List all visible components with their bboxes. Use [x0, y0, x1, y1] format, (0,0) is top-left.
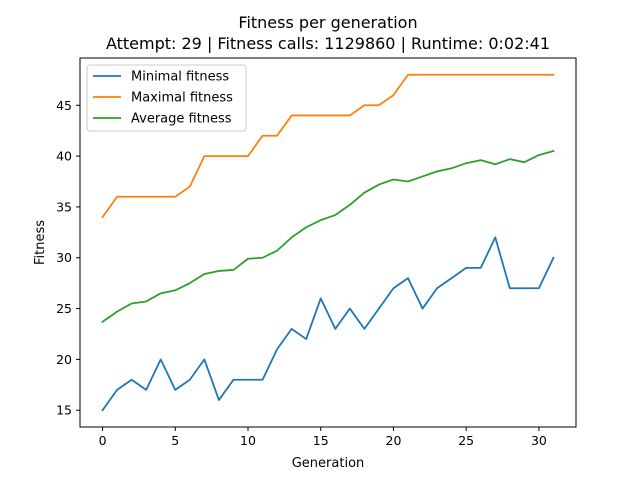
x-tick-label: 30	[531, 433, 547, 448]
legend-label-minimal-fitness: Minimal fitness	[131, 70, 229, 85]
y-axis: 15 20 25 30 35 40 45	[56, 98, 80, 418]
axes-frame	[79, 57, 577, 428]
legend: Minimal fitness Maximal fitness Average fi…	[86, 64, 247, 132]
y-tick-label: 35	[56, 199, 72, 214]
legend-label-average-fitness: Average fitness	[131, 112, 232, 127]
y-tick-label: 15	[56, 403, 72, 418]
x-axis: 0 5 10 15 20 25 30	[99, 427, 547, 448]
x-tick-label: 0	[99, 433, 107, 448]
chart-title: Fitness per generation	[238, 13, 417, 32]
x-tick-label: 20	[386, 433, 402, 448]
x-tick-label: 5	[171, 433, 179, 448]
y-tick-label: 20	[56, 352, 72, 367]
series-line-minimal-fitness	[101, 236, 555, 412]
chart-subtitle: Attempt: 29 | Fitness calls: 1129860 | R…	[106, 34, 550, 53]
y-axis-label: Fitness	[33, 220, 48, 265]
x-tick-label: 15	[313, 433, 329, 448]
series-line-maximal-fitness	[101, 73, 555, 219]
y-tick-label: 25	[56, 301, 72, 316]
x-axis-label: Generation	[292, 456, 365, 471]
legend-box	[86, 64, 247, 132]
y-tick-label: 40	[56, 149, 72, 164]
x-tick-label: 10	[240, 433, 256, 448]
x-tick-label: 25	[458, 433, 474, 448]
series-line-average-fitness	[101, 149, 555, 324]
y-tick-label: 45	[56, 98, 72, 113]
y-tick-label: 30	[56, 250, 72, 265]
plot-area	[101, 73, 555, 412]
legend-label-maximal-fitness: Maximal fitness	[131, 91, 233, 106]
